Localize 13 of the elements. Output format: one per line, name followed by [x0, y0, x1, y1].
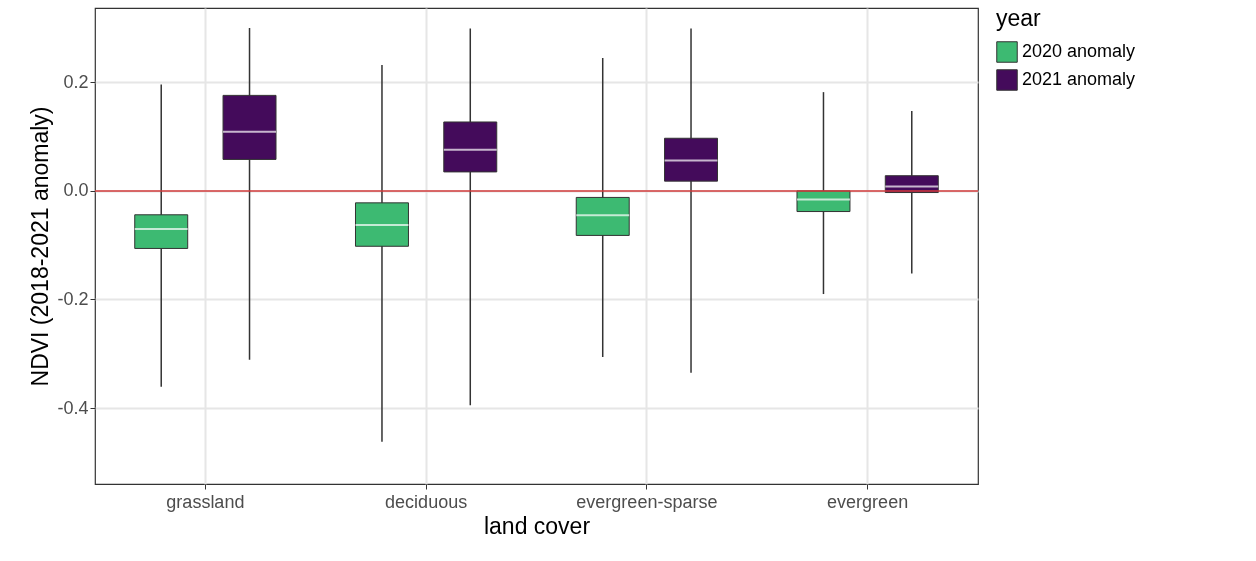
legend-label: 2020 anomaly: [1022, 41, 1136, 61]
y-tick-label: -0.2: [57, 288, 89, 309]
y-tick-label: 0.2: [63, 71, 89, 92]
y-axis-title: NDVI (2018-2021 anomaly): [27, 106, 54, 387]
x-tick-label: evergreen: [827, 491, 909, 512]
y-tick-label: 0.0: [63, 180, 89, 201]
x-tick-label: grassland: [166, 491, 245, 512]
x-axis-title: land cover: [483, 512, 591, 539]
y-tick-label: -0.4: [57, 397, 89, 418]
legend-title: year: [996, 5, 1042, 31]
legend-label: 2021 anomaly: [1022, 69, 1136, 89]
x-tick-label: evergreen-sparse: [576, 491, 718, 512]
x-tick-label: deciduous: [385, 491, 468, 512]
